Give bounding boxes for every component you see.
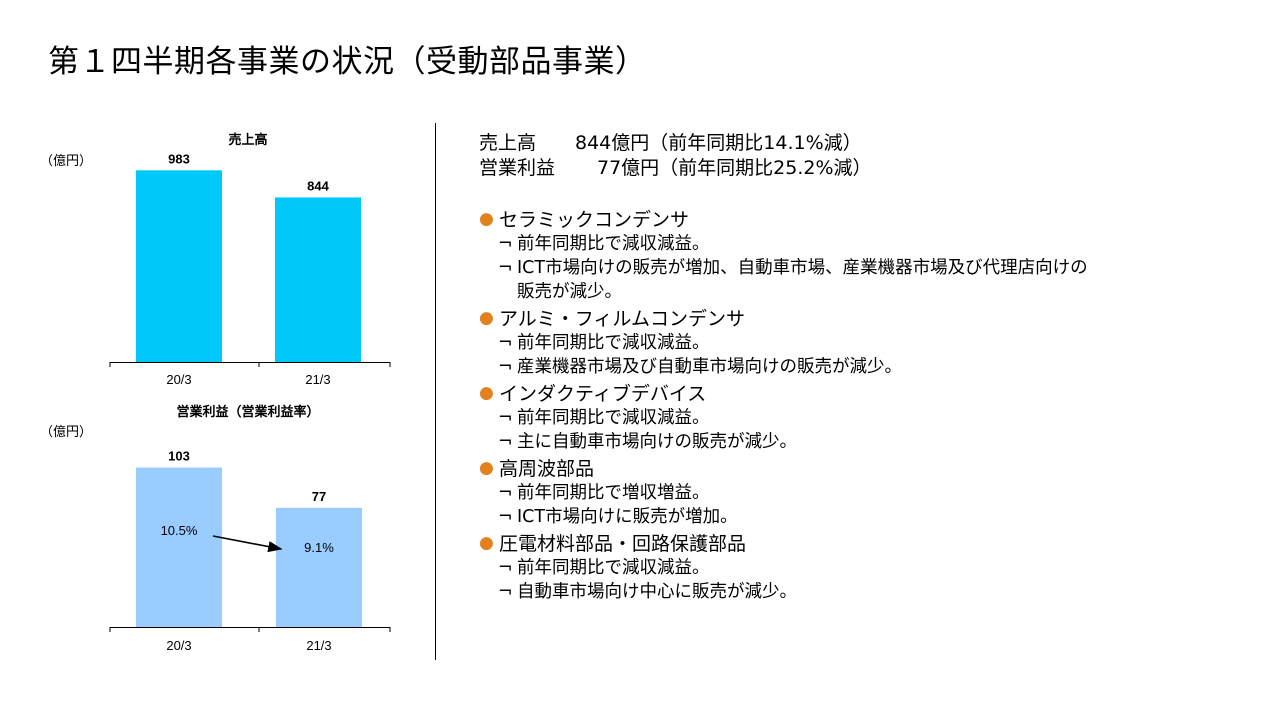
profit-chart-title: 営業利益（営業利益率）: [176, 405, 320, 420]
segment-note: ¬ 前年同期比で増収増益。: [479, 481, 1088, 505]
note-mark-icon: ¬: [498, 234, 513, 254]
note-text: ICT市場向けに販売が増加。: [517, 507, 738, 527]
segment-heading: ● 高周波部品: [479, 454, 1088, 481]
bullet-icon: ●: [479, 457, 494, 478]
category-tick-label: 21/3: [306, 638, 331, 653]
note-mark-icon: ¬: [498, 357, 513, 377]
note-mark-icon: ¬: [498, 483, 513, 503]
segment-note: ¬ 産業機器市場及び自動車市場向けの販売が減少。: [479, 355, 1088, 379]
segment-heading: ● セラミックコンデンサ: [479, 205, 1088, 232]
summary-sales-label: 売上高: [479, 132, 537, 154]
segment-note: ¬ ICT市場向けに販売が増加。: [479, 505, 1088, 529]
summary-sales-row: 売上高 844億円（前年同期比14.1%減）: [479, 131, 872, 156]
summary-sales-value: 844億円（前年同期比14.1%減）: [575, 132, 862, 154]
bar-21-3: [276, 507, 362, 627]
bullet-icon: ●: [479, 307, 494, 328]
note-mark-icon: ¬: [498, 582, 513, 602]
segment-note: ¬ ICT市場向けの販売が増加、自動車市場、産業機器市場及び代理店向けの 販売が減…: [479, 256, 1088, 304]
segment-heading: ● 圧電材料部品・回路保護部品: [479, 529, 1088, 556]
summary-block: 売上高 844億円（前年同期比14.1%減） 営業利益 77億円（前年同期比25…: [479, 131, 872, 181]
summary-profit-value: 77億円（前年同期比25.2%減）: [597, 157, 872, 179]
note-text: 前年同期比で減収減益。: [517, 558, 710, 578]
margin-label: 9.1%: [304, 540, 334, 555]
margin-label: 10.5%: [161, 523, 198, 538]
note-text: 前年同期比で減収減益。: [517, 333, 710, 353]
summary-profit-label: 営業利益: [479, 157, 556, 179]
bullet-icon: ●: [479, 208, 494, 229]
bar-21-3: [275, 197, 361, 362]
bullet-icon: ●: [479, 382, 494, 403]
profit-chart: 103 20/3 77 21/3 10.5% 9.1%: [109, 449, 391, 653]
segment-note: ¬ 主に自動車市場向けの販売が減少。: [479, 430, 1088, 454]
note-mark-icon: ¬: [498, 333, 513, 353]
summary-profit-row: 営業利益 77億円（前年同期比25.2%減）: [479, 156, 872, 181]
page-title: 第１四半期各事業の状況（受動部品事業）: [48, 44, 647, 80]
segment-note: ¬ 前年同期比で減収減益。: [479, 232, 1088, 256]
bar-20-3: [136, 170, 222, 362]
bar-20-3: [136, 467, 222, 627]
segment-note: ¬ 前年同期比で減収減益。: [479, 556, 1088, 580]
category-tick-label: 20/3: [166, 372, 191, 387]
segment-heading: ● インダクティブデバイス: [479, 379, 1088, 406]
segment-name: 圧電材料部品・回路保護部品: [499, 533, 747, 555]
bar-value-label: 77: [312, 489, 326, 504]
note-text: 産業機器市場及び自動車市場向けの販売が減少。: [517, 357, 902, 377]
bar-value-label: 983: [168, 151, 190, 166]
category-tick-label: 21/3: [305, 372, 330, 387]
margin-trend-arrow: [212, 535, 283, 553]
segment-note: ¬ 自動車市場向け中心に販売が減少。: [479, 580, 1088, 604]
segment-list: ● セラミックコンデンサ ¬ 前年同期比で減収減益。 ¬ ICT市場向けの販売が増加、自動…: [479, 205, 1088, 604]
bar-value-label: 844: [307, 178, 329, 193]
sales-chart-title: 売上高: [228, 133, 268, 148]
note-mark-icon: ¬: [498, 432, 513, 452]
sales-chart: 983 20/3 844 21/3: [109, 151, 391, 387]
note-text: 前年同期比で減収減益。: [517, 408, 710, 428]
note-text: 前年同期比で減収減益。: [517, 234, 710, 254]
note-mark-icon: ¬: [498, 507, 513, 527]
vertical-divider: [435, 123, 436, 660]
segment-name: 高周波部品: [499, 458, 595, 480]
segment-name: インダクティブデバイス: [499, 383, 707, 405]
note-text: 自動車市場向け中心に販売が減少。: [517, 582, 797, 602]
bar-value-label: 103: [168, 449, 190, 464]
note-text: ICT市場向けの販売が増加、自動車市場、産業機器市場及び代理店向けの 販売が減少…: [517, 258, 1088, 302]
note-text: 前年同期比で増収増益。: [517, 483, 710, 503]
note-mark-icon: ¬: [498, 258, 513, 278]
note-mark-icon: ¬: [498, 558, 513, 578]
profit-unit-label: （億円）: [40, 425, 93, 440]
note-text: 主に自動車市場向けの販売が減少。: [517, 432, 797, 452]
segment-heading: ● アルミ・フィルムコンデンサ: [479, 304, 1088, 331]
segment-note: ¬ 前年同期比で減収減益。: [479, 331, 1088, 355]
segment-name: アルミ・フィルムコンデンサ: [499, 308, 746, 330]
note-mark-icon: ¬: [498, 408, 513, 428]
sales-unit-label: （億円）: [40, 154, 93, 169]
category-tick-label: 20/3: [166, 638, 191, 653]
bullet-icon: ●: [479, 532, 494, 553]
segment-name: セラミックコンデンサ: [499, 209, 690, 231]
segment-note: ¬ 前年同期比で減収減益。: [479, 406, 1088, 430]
